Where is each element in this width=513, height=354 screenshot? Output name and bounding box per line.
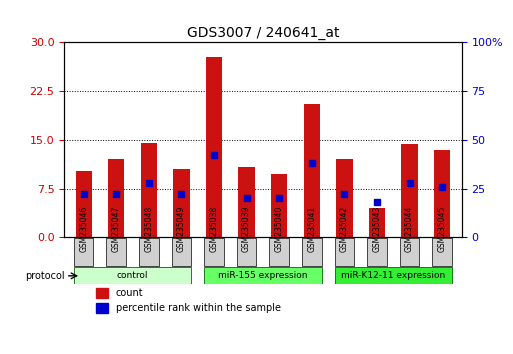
Bar (96, 303, 108, 313)
FancyBboxPatch shape (367, 238, 387, 266)
Bar (434, 150, 450, 237)
Bar (239, 167, 255, 237)
Text: GSM235048: GSM235048 (144, 206, 153, 252)
Bar (75, 171, 92, 237)
FancyBboxPatch shape (74, 267, 191, 285)
Bar (336, 159, 352, 237)
Bar (206, 57, 222, 237)
FancyBboxPatch shape (334, 267, 452, 285)
Text: count: count (116, 289, 144, 298)
Text: GSM235043: GSM235043 (372, 206, 382, 252)
Bar (96, 289, 108, 298)
Bar (271, 173, 287, 237)
Bar (304, 104, 320, 237)
FancyBboxPatch shape (139, 238, 159, 266)
FancyBboxPatch shape (237, 238, 256, 266)
Bar (369, 208, 385, 237)
Text: protocol: protocol (25, 271, 65, 281)
Title: GDS3007 / 240641_at: GDS3007 / 240641_at (187, 26, 339, 40)
Text: GSM235046: GSM235046 (79, 206, 88, 252)
FancyBboxPatch shape (204, 267, 322, 285)
Text: percentile rank within the sample: percentile rank within the sample (116, 303, 281, 313)
FancyBboxPatch shape (107, 238, 126, 266)
FancyBboxPatch shape (74, 238, 93, 266)
FancyBboxPatch shape (204, 238, 224, 266)
Text: GSM235044: GSM235044 (405, 206, 414, 252)
Text: GSM235040: GSM235040 (274, 206, 284, 252)
FancyBboxPatch shape (432, 238, 452, 266)
Text: GSM235042: GSM235042 (340, 206, 349, 252)
Text: GSM235047: GSM235047 (112, 206, 121, 252)
FancyBboxPatch shape (172, 238, 191, 266)
Text: GSM235041: GSM235041 (307, 206, 317, 252)
FancyBboxPatch shape (302, 238, 322, 266)
Text: GSM235039: GSM235039 (242, 206, 251, 252)
Bar (141, 143, 157, 237)
FancyBboxPatch shape (334, 238, 354, 266)
FancyBboxPatch shape (400, 238, 419, 266)
Text: miR-K12-11 expression: miR-K12-11 expression (341, 271, 445, 280)
Bar (401, 144, 418, 237)
Text: GSM235038: GSM235038 (209, 206, 219, 252)
Bar (173, 169, 190, 237)
Text: GSM235045: GSM235045 (438, 206, 447, 252)
Text: control: control (117, 271, 148, 280)
Bar (108, 159, 125, 237)
Text: GSM235049: GSM235049 (177, 206, 186, 252)
Text: miR-155 expression: miR-155 expression (218, 271, 308, 280)
FancyBboxPatch shape (269, 238, 289, 266)
